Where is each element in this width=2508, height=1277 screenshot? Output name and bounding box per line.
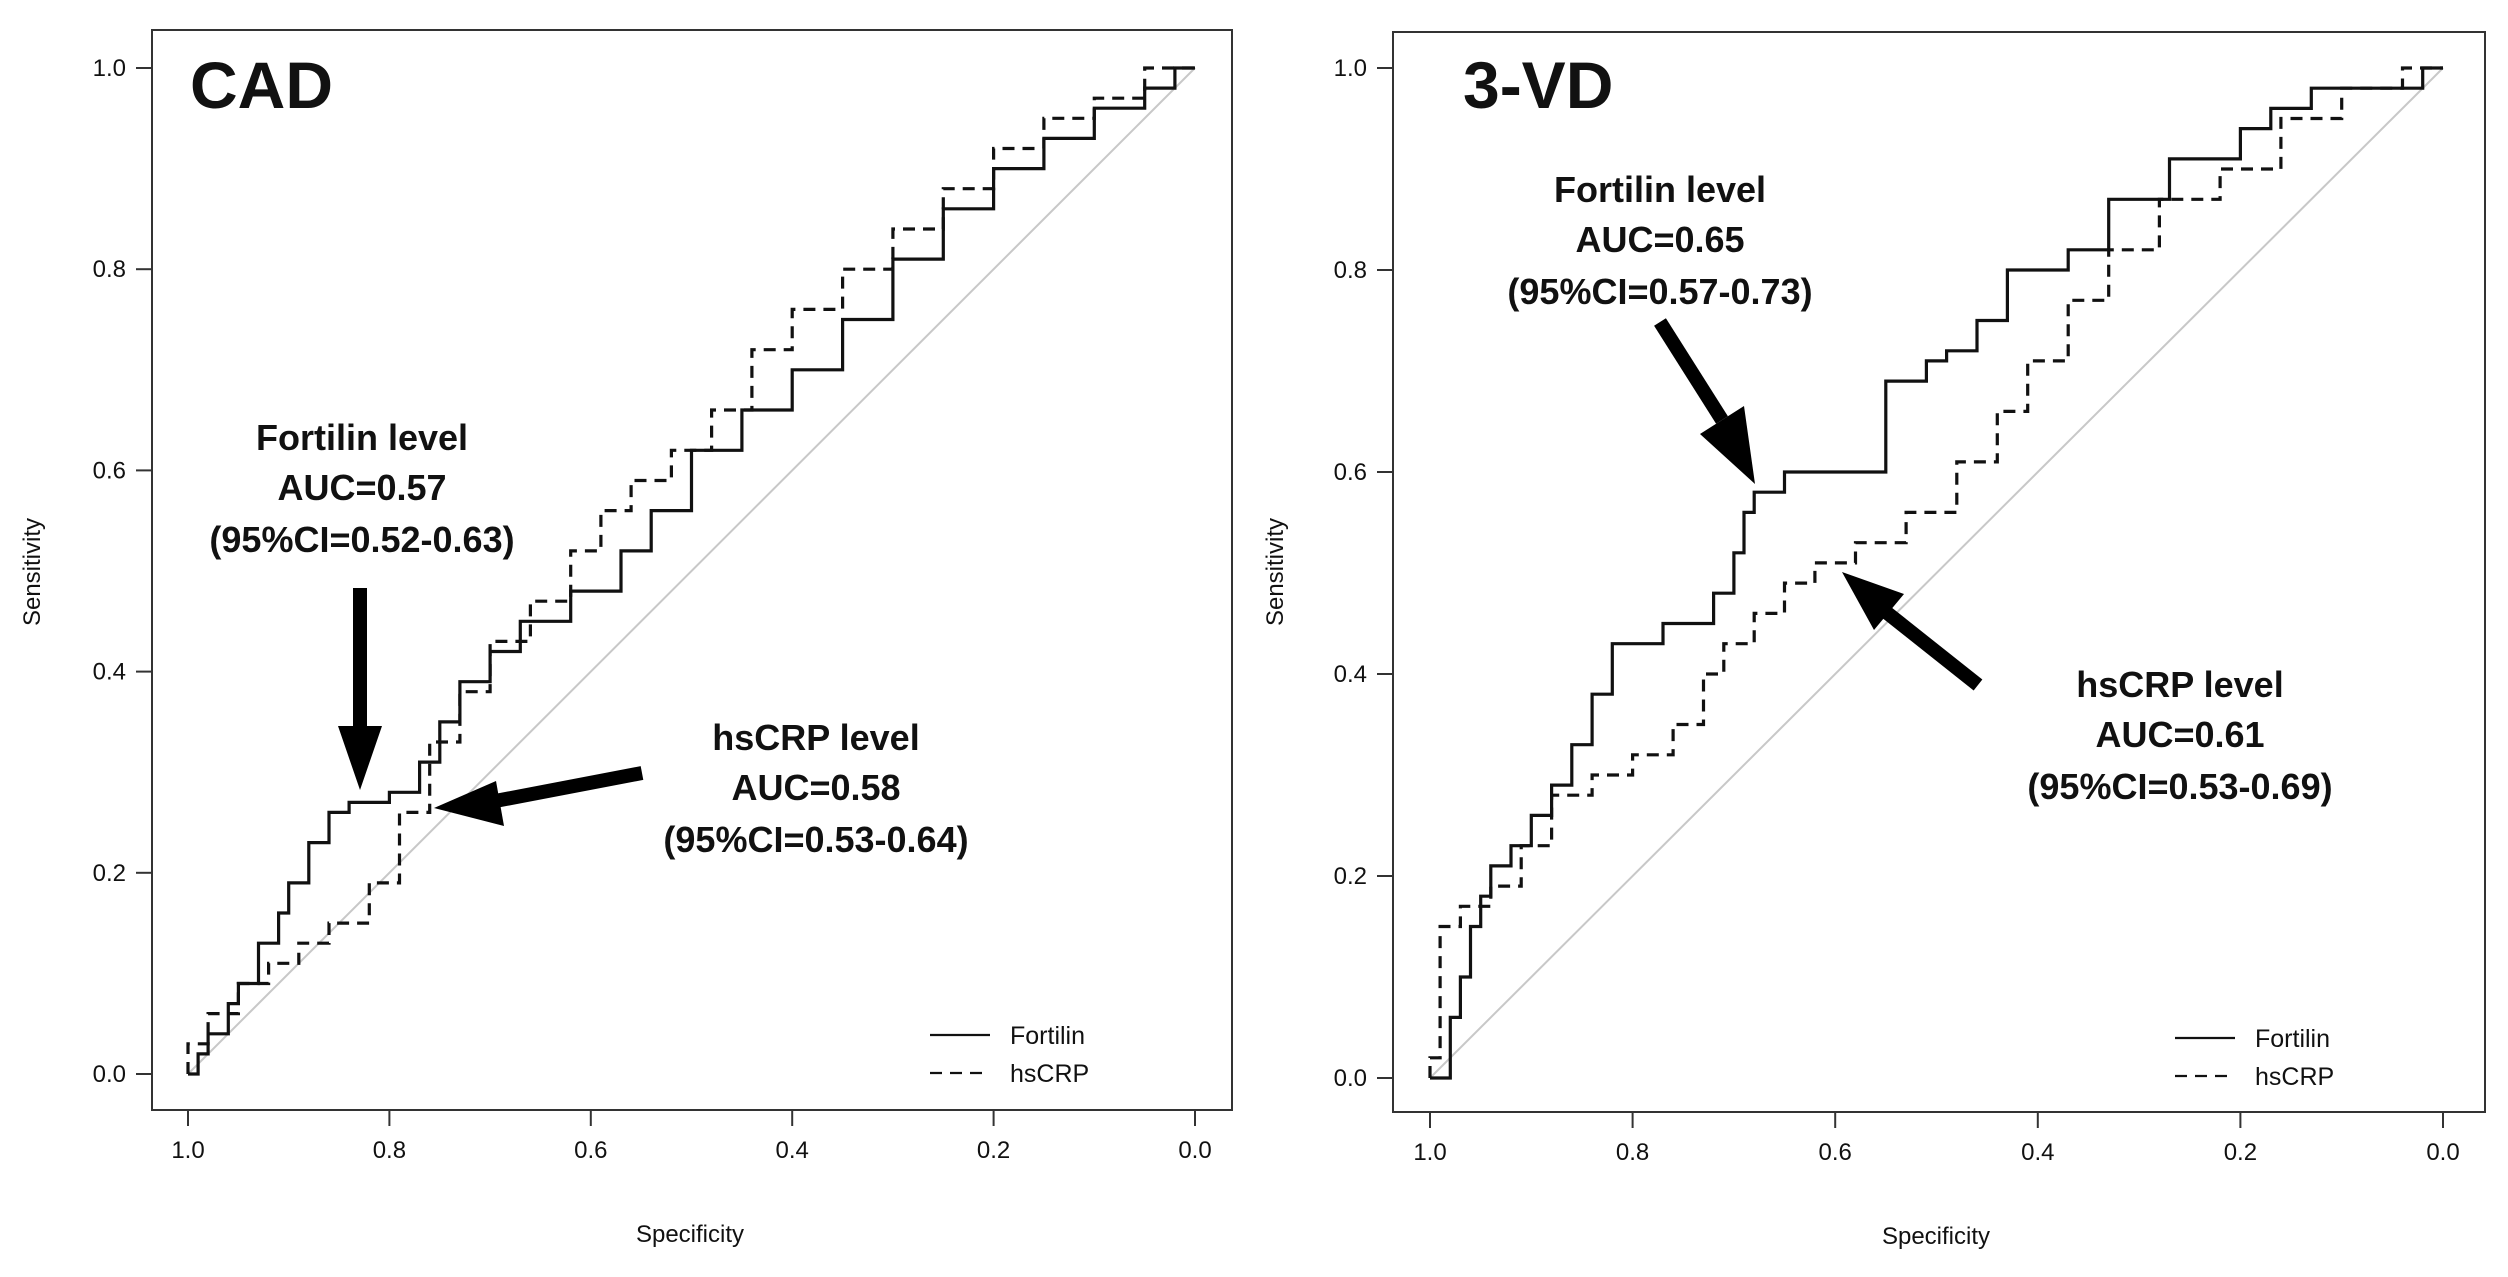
y-tick-label: 0.2 — [93, 860, 126, 887]
legend-fortilin-label: Fortilin — [2255, 1025, 2330, 1053]
annotation-fortilin-arrow-head — [338, 726, 382, 790]
annotation-hscrp-label: hsCRP level — [2076, 664, 2283, 705]
x-tick-label: 1.0 — [1413, 1139, 1446, 1166]
annotation-hscrp-label: hsCRP level — [712, 717, 919, 758]
y-axis-ticks: 0.0 0.2 0.4 0.6 0.8 1.0 — [93, 55, 152, 1088]
roc-curve-fortilin — [188, 66, 1195, 1076]
legend-hscrp-label: hsCRP — [2255, 1063, 2334, 1091]
legend: Fortilin hsCRP — [930, 1022, 1089, 1088]
x-tick-label: 0.0 — [1178, 1137, 1211, 1164]
panel-title: 3-VD — [1463, 48, 1613, 122]
x-axis-ticks: 1.0 0.8 0.6 0.4 0.2 0.0 — [1413, 1112, 2460, 1166]
x-tick-label: 0.2 — [977, 1137, 1010, 1164]
x-tick-label: 0.4 — [2021, 1139, 2054, 1166]
annotation-fortilin-auc: AUC=0.57 — [277, 467, 446, 508]
y-axis-ticks: 0.0 0.2 0.4 0.6 0.8 1.0 — [1334, 55, 1393, 1092]
x-tick-label: 0.6 — [1819, 1139, 1852, 1166]
x-tick-label: 0.6 — [574, 1137, 607, 1164]
x-tick-label: 1.0 — [171, 1137, 204, 1164]
reference-diagonal — [187, 67, 1196, 1075]
y-tick-label: 0.4 — [93, 659, 126, 686]
panel-title: CAD — [190, 48, 333, 122]
legend-hscrp-label: hsCRP — [1010, 1060, 1089, 1088]
annotation-hscrp-arrow-head — [1842, 572, 1904, 630]
x-tick-label: 0.2 — [2224, 1139, 2257, 1166]
x-axis-label: Specificity — [636, 1221, 744, 1248]
x-tick-label: 0.8 — [1616, 1139, 1649, 1166]
y-axis-label: Sensitivity — [1262, 518, 1289, 626]
annotation-hscrp-auc: AUC=0.61 — [2095, 714, 2264, 755]
roc-curve-hscrp — [1428, 66, 2443, 1078]
y-tick-label: 0.2 — [1334, 863, 1367, 890]
annotation-hscrp-ci: (95%CI=0.53-0.69) — [2027, 766, 2332, 807]
y-tick-label: 0.8 — [93, 256, 126, 283]
annotation-fortilin: Fortilin level AUC=0.57 (95%CI=0.52-0.63… — [209, 417, 515, 790]
y-tick-label: 0.8 — [1334, 257, 1367, 284]
x-tick-label: 0.4 — [776, 1137, 809, 1164]
panel-3vd: 1.0 0.8 0.6 0.4 0.2 0.0 0.0 0.2 0.4 0.6 0.8 1.0 Sp… — [1262, 31, 2486, 1250]
annotation-fortilin-label: Fortilin level — [256, 417, 468, 458]
y-tick-label: 1.0 — [1334, 55, 1367, 82]
annotation-hscrp-ci: (95%CI=0.53-0.64) — [663, 819, 968, 860]
x-tick-label: 0.8 — [373, 1137, 406, 1164]
panel-cad: 1.0 0.8 0.6 0.4 0.2 0.0 0.0 0.2 0.4 0.6 0.8 1.0 Sp… — [19, 29, 1233, 1248]
annotation-hscrp-arrow-shaft — [488, 766, 644, 809]
annotation-fortilin-ci: (95%CI=0.52-0.63) — [209, 519, 514, 560]
y-tick-label: 0.6 — [1334, 459, 1367, 486]
annotation-hscrp-arrow-shaft — [1881, 606, 1983, 691]
y-tick-label: 0.4 — [1334, 661, 1367, 688]
annotation-fortilin-auc: AUC=0.65 — [1575, 219, 1744, 260]
series-layer — [1428, 66, 2443, 1080]
annotation-hscrp-auc: AUC=0.58 — [731, 767, 900, 808]
reference-diagonal — [1429, 67, 2444, 1079]
annotation-fortilin-ci: (95%CI=0.57-0.73) — [1507, 271, 1812, 312]
annotation-hscrp-arrow-head — [434, 781, 504, 826]
legend-fortilin-label: Fortilin — [1010, 1022, 1085, 1050]
annotation-hscrp: hsCRP level AUC=0.58 (95%CI=0.53-0.64) — [434, 717, 969, 860]
y-tick-label: 0.0 — [93, 1061, 126, 1088]
annotation-fortilin-arrow-shaft — [1654, 318, 1728, 424]
x-axis-label: Specificity — [1882, 1223, 1990, 1250]
annotation-fortilin-arrow-head — [1700, 406, 1755, 484]
roc-curve-fortilin — [1430, 66, 2443, 1080]
x-axis-ticks: 1.0 0.8 0.6 0.4 0.2 0.0 — [171, 1110, 1212, 1164]
y-tick-label: 1.0 — [93, 55, 126, 82]
legend: Fortilin hsCRP — [2175, 1025, 2334, 1091]
y-tick-label: 0.0 — [1334, 1065, 1367, 1092]
annotation-hscrp: hsCRP level AUC=0.61 (95%CI=0.53-0.69) — [1842, 572, 2333, 807]
x-tick-label: 0.0 — [2426, 1139, 2459, 1166]
annotation-fortilin-label: Fortilin level — [1554, 169, 1766, 210]
y-tick-label: 0.6 — [93, 457, 126, 484]
y-axis-label: Sensitivity — [19, 518, 46, 626]
annotation-fortilin: Fortilin level AUC=0.65 (95%CI=0.57-0.73… — [1507, 169, 1813, 484]
series-layer — [186, 66, 1195, 1076]
